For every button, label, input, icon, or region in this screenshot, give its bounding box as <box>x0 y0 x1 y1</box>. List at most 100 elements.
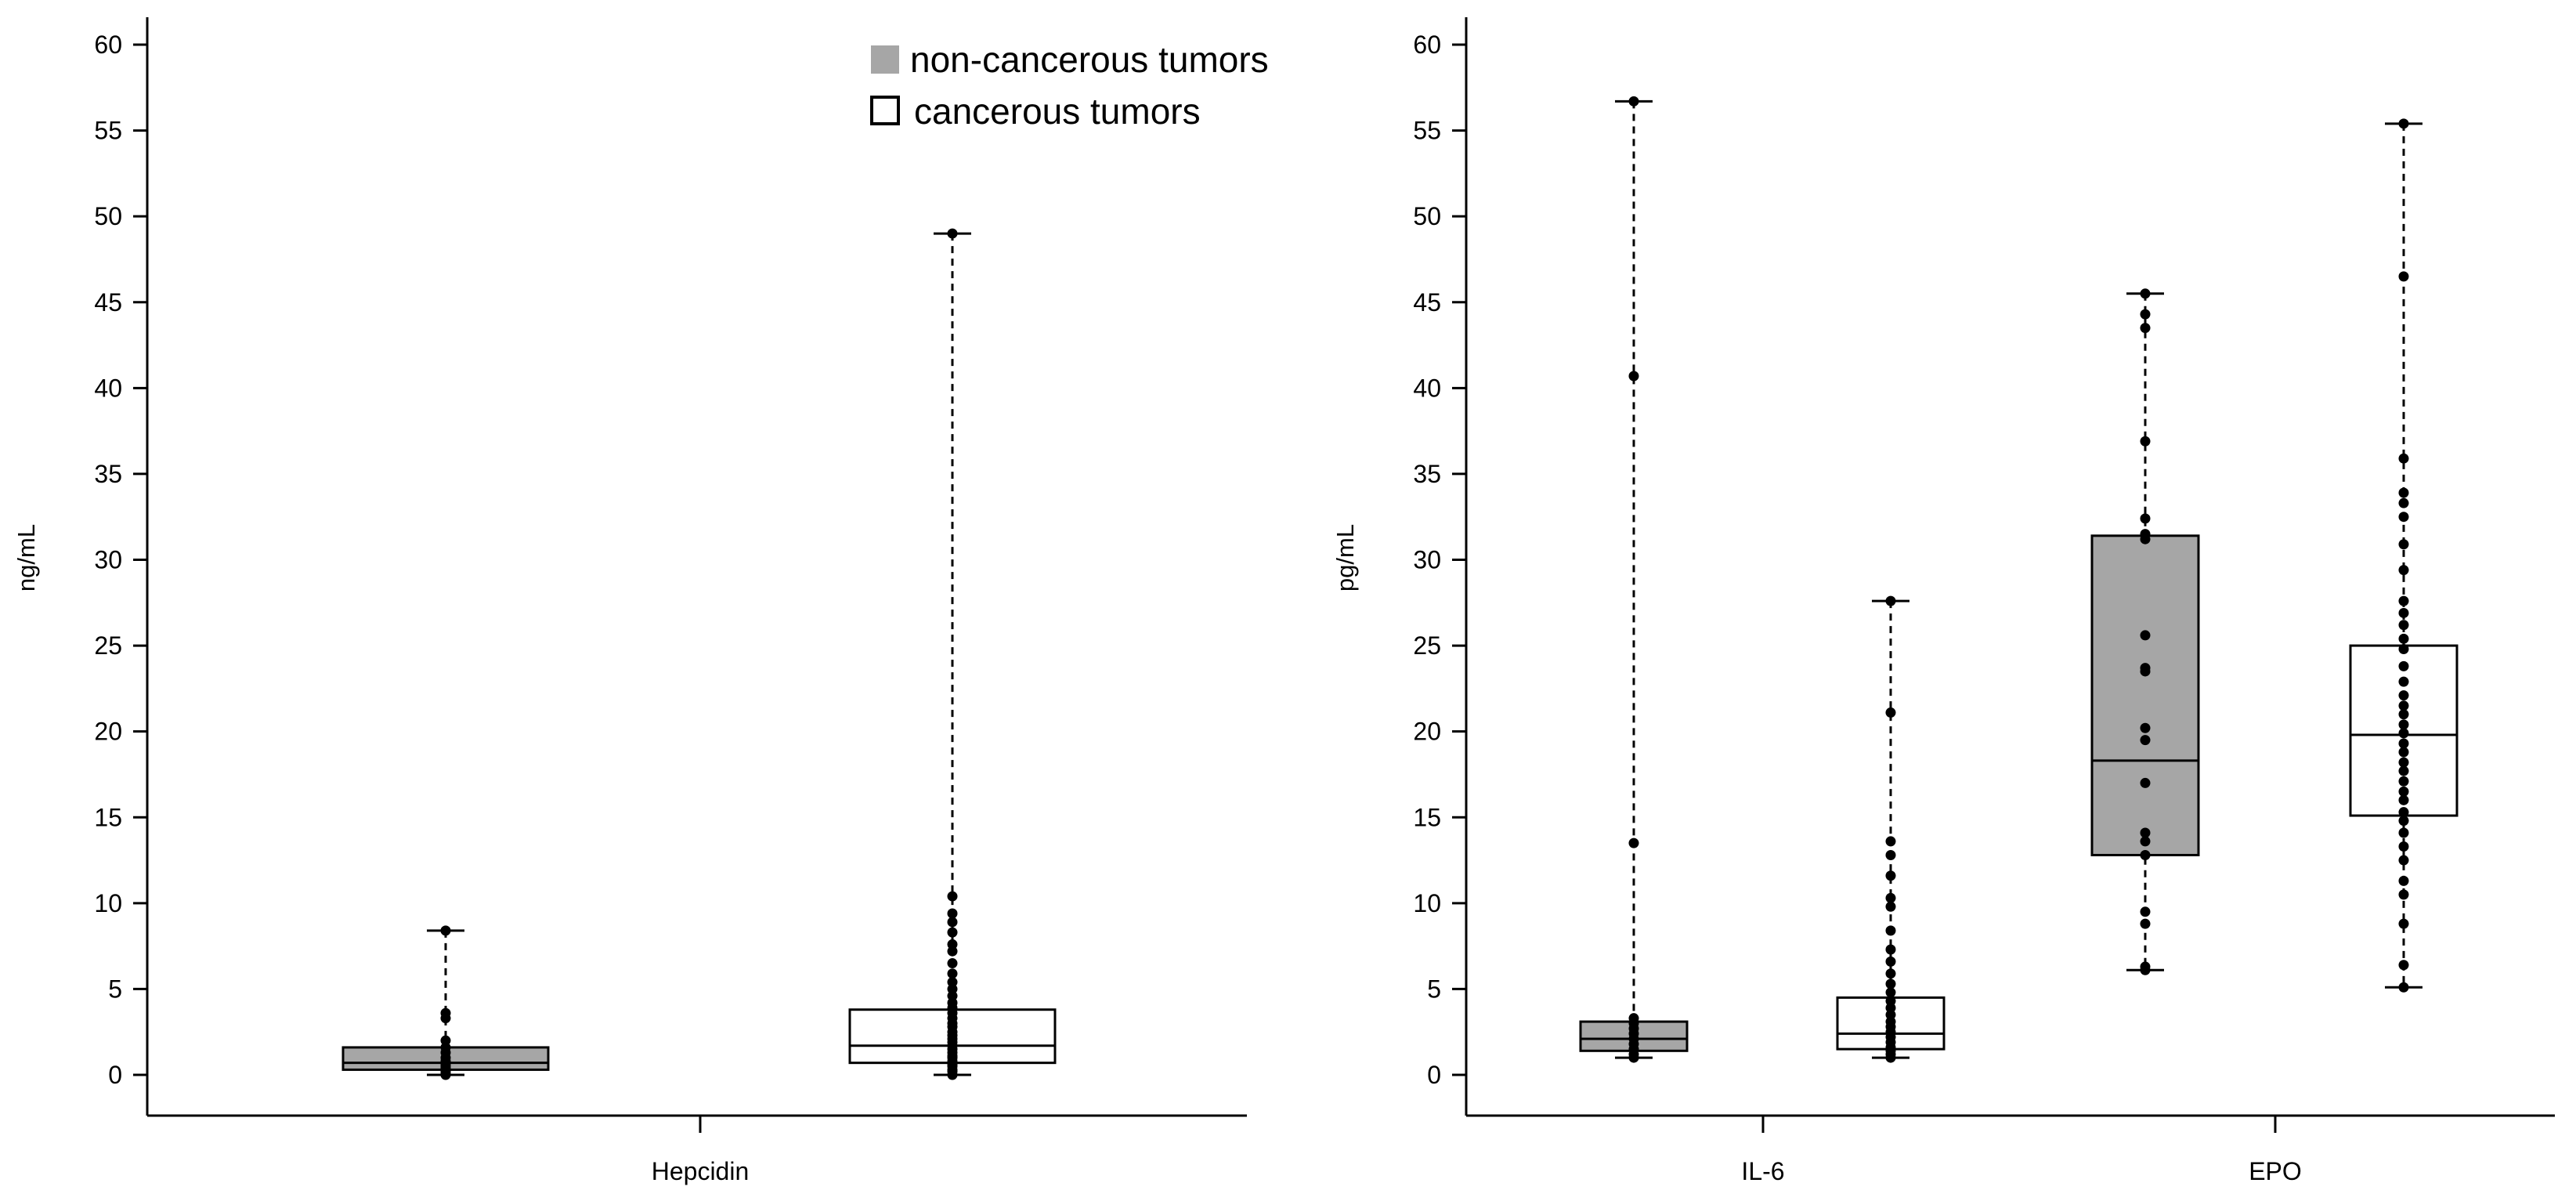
y-tick-label: 55 <box>94 117 122 145</box>
data-point <box>2398 738 2409 749</box>
data-point <box>2398 982 2409 993</box>
data-point <box>947 228 958 239</box>
data-point <box>1885 595 1896 606</box>
data-point <box>2140 436 2151 447</box>
data-point <box>947 968 958 979</box>
data-point <box>1628 1013 1639 1024</box>
data-point <box>2140 735 2151 746</box>
data-point <box>2398 765 2409 776</box>
legend: non-cancerous tumors cancerous tumors <box>870 39 1269 132</box>
data-point <box>2398 676 2409 687</box>
data-point <box>2140 529 2151 540</box>
data-point <box>2398 271 2409 282</box>
data-point <box>2398 660 2409 671</box>
data-point <box>947 939 958 950</box>
y-tick-group: 0 5 10 15 20 25 30 35 40 45 50 55 60 <box>94 31 147 1089</box>
y-tick-label: 45 <box>94 288 122 317</box>
data-point <box>1885 996 1896 1007</box>
data-point <box>2140 849 2151 860</box>
data-point <box>2398 747 2409 758</box>
data-point <box>1885 925 1896 936</box>
y-tick-label: 35 <box>94 460 122 488</box>
data-point <box>2140 513 2151 524</box>
data-point <box>2140 961 2151 972</box>
box-group <box>341 228 1057 1080</box>
data-point <box>2398 918 2409 929</box>
data-point <box>2398 633 2409 644</box>
data-point <box>2398 786 2409 797</box>
data-point <box>2398 776 2409 787</box>
data-point <box>1885 987 1896 998</box>
y-tick-label: 35 <box>1413 460 1441 488</box>
y-tick-label: 30 <box>1413 546 1441 574</box>
x-tick-label: Hepcidin <box>652 1157 750 1185</box>
box-hepcidin-cancerous <box>848 228 1057 1080</box>
data-point <box>947 891 958 902</box>
y-tick-label: 50 <box>1413 202 1441 230</box>
y-tick-label: 60 <box>94 31 122 59</box>
y-tick-label: 40 <box>94 374 122 402</box>
data-point <box>2140 918 2151 929</box>
data-point <box>2398 497 2409 508</box>
y-tick-label: 10 <box>94 889 122 917</box>
y-tick-label: 20 <box>94 718 122 746</box>
y-tick-label: 5 <box>1427 975 1441 1003</box>
data-point <box>2398 841 2409 852</box>
y-axis-label: ng/mL <box>13 524 40 591</box>
data-point <box>947 958 958 969</box>
data-point <box>2140 827 2151 838</box>
legend-swatch-non-cancerous <box>871 45 899 74</box>
data-point <box>2398 855 2409 866</box>
data-point <box>2398 700 2409 711</box>
data-point <box>2140 777 2151 788</box>
box-epo-non-cancerous <box>2090 288 2200 975</box>
data-point <box>947 917 958 928</box>
box-group <box>1579 96 2459 1063</box>
data-point <box>2140 323 2151 334</box>
box-il-6-non-cancerous <box>1579 96 1689 1063</box>
data-point <box>2398 827 2409 838</box>
data-point <box>2398 643 2409 654</box>
data-point <box>2398 453 2409 464</box>
y-tick-group: 0 5 10 15 20 25 30 35 40 45 50 55 60 <box>1413 31 1466 1089</box>
y-tick-label: 5 <box>108 975 122 1003</box>
box-hepcidin-non-cancerous <box>341 925 550 1080</box>
data-point <box>2398 539 2409 550</box>
y-tick-label: 25 <box>94 631 122 660</box>
data-point <box>2140 630 2151 641</box>
y-tick-label: 20 <box>1413 718 1441 746</box>
data-point <box>440 925 451 936</box>
data-point <box>440 1035 451 1046</box>
y-tick-label: 25 <box>1413 631 1441 660</box>
y-tick-label: 55 <box>1413 117 1441 145</box>
data-point <box>2398 757 2409 768</box>
box-il-6-cancerous <box>1836 595 1946 1063</box>
legend-label-cancerous: cancerous tumors <box>914 91 1201 132</box>
legend-item-cancerous: cancerous tumors <box>870 91 1201 132</box>
data-point <box>2140 309 2151 320</box>
legend-label-non-cancerous: non-cancerous tumors <box>910 39 1269 80</box>
y-tick-label: 0 <box>108 1061 122 1089</box>
data-point <box>2398 960 2409 971</box>
y-tick-label: 15 <box>1413 803 1441 831</box>
y-tick-label: 50 <box>94 202 122 230</box>
data-point <box>1885 979 1896 989</box>
data-point <box>947 927 958 938</box>
legend-swatch-cancerous <box>870 96 900 125</box>
data-point <box>2398 728 2409 739</box>
data-point <box>2398 889 2409 900</box>
x-tick-label: EPO <box>2249 1157 2302 1185</box>
y-tick-label: 40 <box>1413 374 1441 402</box>
data-point <box>1885 944 1896 955</box>
data-point <box>2398 118 2409 129</box>
data-point <box>947 977 958 988</box>
data-point <box>947 908 958 919</box>
data-point <box>2398 719 2409 730</box>
box-epo-cancerous <box>2349 118 2459 993</box>
data-point <box>2140 722 2151 733</box>
data-point <box>1885 956 1896 967</box>
y-tick-label: 10 <box>1413 889 1441 917</box>
data-point <box>2398 794 2409 805</box>
x-tick-group: IL-6 EPO <box>1741 1116 2302 1185</box>
